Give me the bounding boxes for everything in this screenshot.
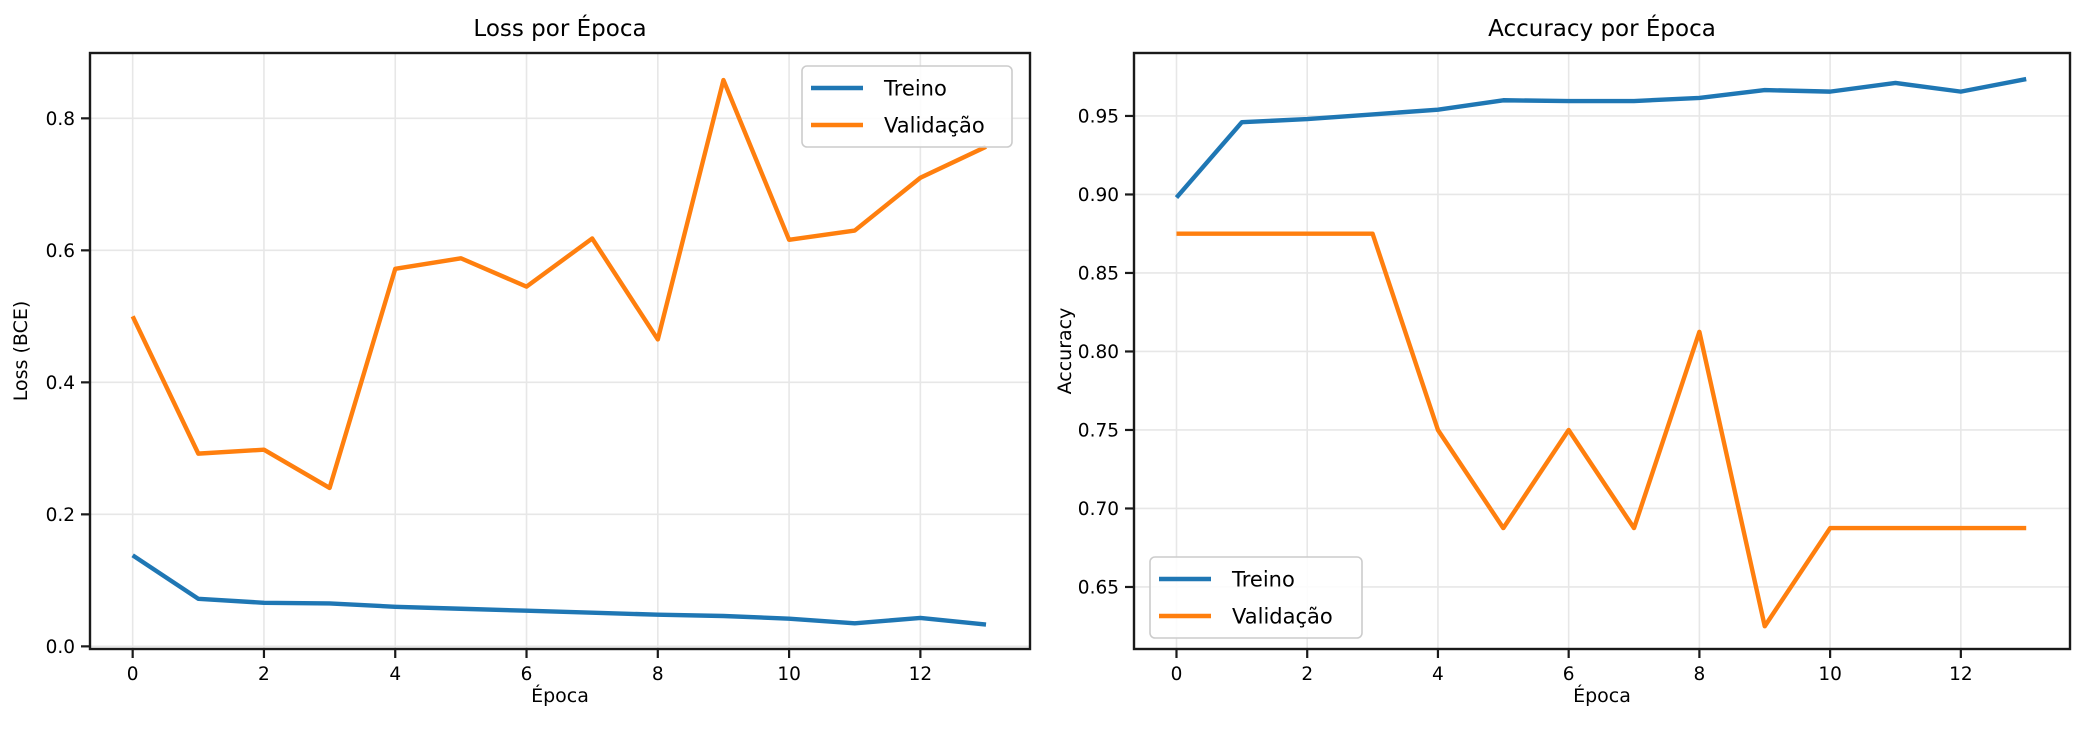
x-tick-label: 0 [1171,664,1183,685]
y-tick-label: 0.70 [1078,499,1119,520]
loss-chart: 0 2 4 6 8 10 12 0.0 0.2 0.4 0.6 0.8 Loss por Época Ép… [10,14,1032,707]
y-axis-label: Loss (BCE) [10,301,32,402]
x-axis-label: Época [1573,684,1631,707]
chart-title: Accuracy por Época [1488,14,1716,42]
x-tick-label: 12 [1949,664,1973,685]
y-tick-label: 0.6 [46,241,75,262]
x-tick-label: 6 [1563,664,1575,685]
x-tick-label: 6 [521,664,533,685]
y-tick-label: 0.0 [46,637,75,658]
legend-label: Validação [884,114,985,138]
y-tick-label: 0.80 [1078,342,1119,363]
x-tick-label: 12 [909,664,933,685]
y-tick-label: 0.85 [1078,263,1119,284]
x-tick-label: 4 [1432,664,1444,685]
y-tick-label: 0.8 [46,109,75,130]
x-tick-label: 10 [1818,664,1842,685]
grid [90,53,1030,649]
validacao-line [1176,231,2027,629]
x-tick-label: 4 [389,664,401,685]
plot-border [88,51,1032,651]
y-tick-label: 0.2 [46,505,75,526]
legend-label: Validação [1232,605,1333,629]
y-tick-label: 0.4 [46,373,75,394]
legend: Treino Validação [1149,556,1363,639]
x-tick-label: 10 [777,664,801,685]
y-tick-label: 0.65 [1078,577,1119,598]
legend: Treino Validação [801,65,1013,148]
x-tick-label: 8 [652,664,664,685]
x-tick-label: 8 [1694,664,1706,685]
accuracy-chart: 0 2 4 6 8 10 12 0.65 0.70 0.75 0.80 0.85 0.90 0.95 Acc… [1054,14,2072,707]
legend-label: Treino [883,77,947,101]
chart-title: Loss por Época [473,14,646,42]
y-axis-label: Accuracy [1054,308,1076,395]
treino-line [131,553,987,627]
y-tick-label: 0.90 [1078,185,1119,206]
validacao-line [130,77,987,491]
y-tick-label: 0.95 [1078,106,1119,127]
x-tick-label: 2 [1301,664,1313,685]
legend-label: Treino [1231,568,1295,592]
x-axis-label: Época [531,684,589,707]
treino-line [1174,76,2027,200]
x-tick-label: 0 [127,664,139,685]
x-tick-label: 2 [258,664,270,685]
grid [1134,53,2070,649]
y-tick-label: 0.75 [1078,420,1119,441]
